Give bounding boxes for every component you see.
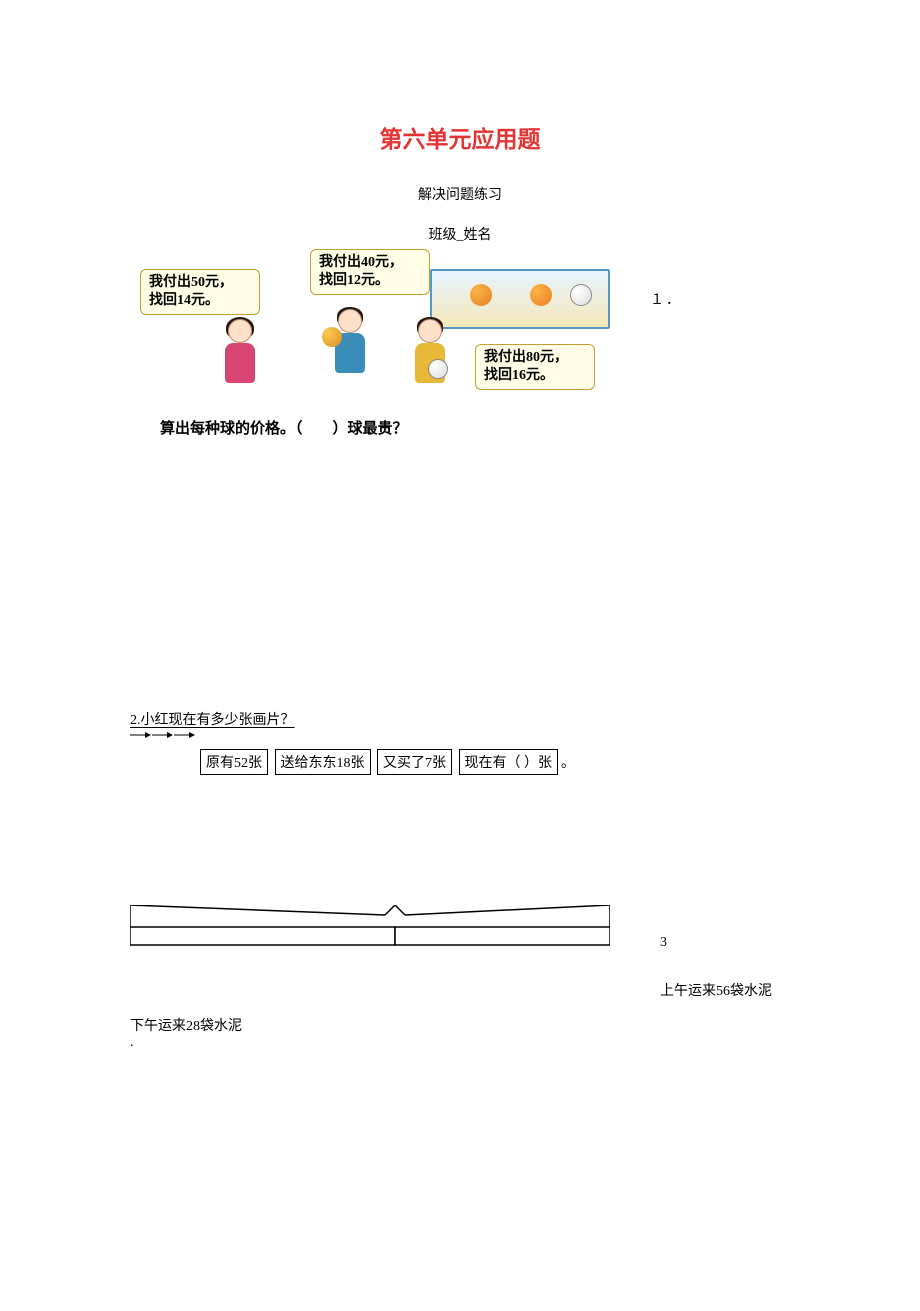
- child-1-icon: [220, 319, 260, 389]
- subtitle: 解决问题练习: [0, 184, 920, 204]
- q2-box-2: 送给东东18张: [275, 749, 371, 775]
- basketball-icon: [530, 284, 552, 306]
- question-2: 2.小红现在有多少张画片？ 原有52张 送给东东18张 又买了7张 现在有（ ）…: [130, 709, 920, 775]
- q3-number: 3: [660, 935, 667, 951]
- bubble1-line2: 找回14元。: [149, 293, 219, 308]
- q1-illustration: 我付出40元， 找回12元。 我付出50元， 找回14元。: [130, 249, 620, 449]
- q3-label-afternoon: 下午运来28袋水泥: [130, 1015, 242, 1035]
- arrows-icon: [130, 731, 200, 739]
- question-3: 3 上午运来56袋水泥 下午运来28袋水泥 .: [130, 905, 810, 1085]
- speech-bubble-3: 我付出80元， 找回16元。: [475, 344, 595, 390]
- bubble2-line2: 找回12元。: [319, 273, 389, 288]
- q1-question-text: 算出每种球的价格。（ ）球最贵？: [160, 417, 408, 438]
- speech-bubble-2: 我付出40元， 找回12元。: [310, 249, 430, 295]
- class-name-line: 班级_姓名: [0, 224, 920, 244]
- basketball-icon: [470, 284, 492, 306]
- bubble2-line1: 我付出40元，: [319, 255, 403, 270]
- q3-dot: .: [130, 1035, 134, 1051]
- child-3-icon: [410, 319, 450, 389]
- q2-box-3: 又买了7张: [377, 749, 452, 775]
- q3-label-morning: 上午运来56袋水泥: [660, 980, 772, 1000]
- page-title: 第六单元应用题: [0, 120, 920, 154]
- trophy-icon: [322, 327, 342, 347]
- bubble3-line2: 找回16元。: [484, 368, 554, 383]
- q2-boxes-row: 原有52张 送给东东18张 又买了7张 现在有（ ）张。: [200, 749, 920, 775]
- child-2-icon: [330, 309, 370, 379]
- q2-box-4: 现在有（ ）张: [459, 749, 559, 775]
- q2-suffix: 。: [561, 756, 575, 771]
- bubble1-line1: 我付出50元，: [149, 275, 233, 290]
- q3-bar-diagram: [130, 905, 610, 955]
- q1-number: １．: [650, 289, 682, 309]
- soccer-ball-icon: [570, 284, 592, 306]
- question-1: 我付出40元， 找回12元。 我付出50元， 找回14元。: [0, 249, 920, 459]
- soccer-ball-icon: [428, 359, 448, 379]
- q2-title: 2.小红现在有多少张画片？: [130, 709, 920, 729]
- speech-bubble-1: 我付出50元， 找回14元。: [140, 269, 260, 315]
- bubble3-line1: 我付出80元，: [484, 350, 568, 365]
- q2-box-1: 原有52张: [200, 749, 268, 775]
- arrow-decoration: [130, 731, 920, 739]
